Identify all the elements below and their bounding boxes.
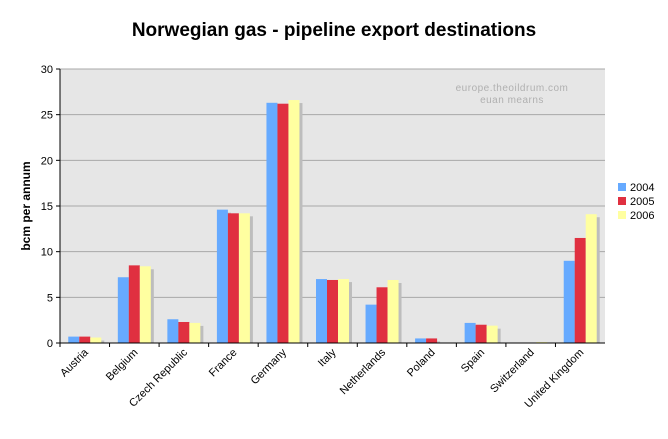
y-axis-label: bcm per annum [19, 161, 33, 250]
x-tick-label: Germany [249, 346, 290, 387]
x-tick-label: Poland [405, 347, 438, 380]
bar [338, 279, 349, 343]
bar [167, 319, 179, 343]
x-tick-label: Switzerland [488, 347, 537, 396]
bar [139, 266, 151, 343]
bar [189, 322, 201, 343]
bar [365, 304, 377, 343]
bar [90, 337, 102, 343]
x-tick-label: Spain [459, 347, 487, 375]
legend-swatch [618, 183, 626, 191]
chart-title: Norwegian gas - pipeline export destinat… [132, 20, 536, 41]
watermark-line-2: euan mearns [480, 95, 544, 106]
legend-swatch [618, 197, 626, 205]
bar [585, 214, 597, 343]
bar [238, 213, 250, 343]
y-tick-label: 15 [41, 201, 53, 213]
bar [227, 213, 239, 343]
bar [387, 279, 399, 343]
x-tick-label: France [207, 347, 240, 380]
bar [266, 102, 278, 343]
bar [277, 103, 289, 343]
bar [486, 325, 498, 343]
legend-label: 2005 [630, 196, 654, 208]
bar [128, 265, 140, 343]
bar [475, 324, 487, 343]
bar [68, 336, 80, 343]
y-tick-label: 25 [41, 110, 53, 122]
bar [426, 338, 438, 343]
bar [178, 321, 190, 343]
y-tick-label: 30 [41, 64, 53, 76]
legend-label: 2006 [630, 210, 654, 222]
x-tick-label: Austria [58, 346, 91, 379]
y-tick-label: 20 [41, 155, 53, 167]
bar [117, 277, 129, 343]
legend-label: 2004 [630, 182, 654, 194]
bar [327, 279, 338, 343]
y-tick-label: 0 [47, 338, 53, 350]
bar [464, 322, 476, 343]
y-tick-label: 10 [41, 247, 53, 259]
x-tick-label: Netherlands [338, 346, 389, 397]
bar [563, 260, 575, 343]
bar [376, 287, 388, 343]
x-tick-label: Italy [316, 346, 339, 369]
bar [316, 279, 327, 343]
bar [216, 209, 228, 343]
watermark-line-1: europe.theoildrum.com [456, 83, 569, 94]
bar [288, 100, 300, 343]
x-tick-label: Belgium [104, 347, 141, 384]
bar [79, 336, 91, 343]
legend: 2004 2005 2006 [618, 182, 654, 222]
y-tick-label: 5 [47, 292, 53, 304]
bar [415, 338, 427, 343]
legend-swatch [618, 211, 626, 219]
bar [574, 237, 586, 343]
